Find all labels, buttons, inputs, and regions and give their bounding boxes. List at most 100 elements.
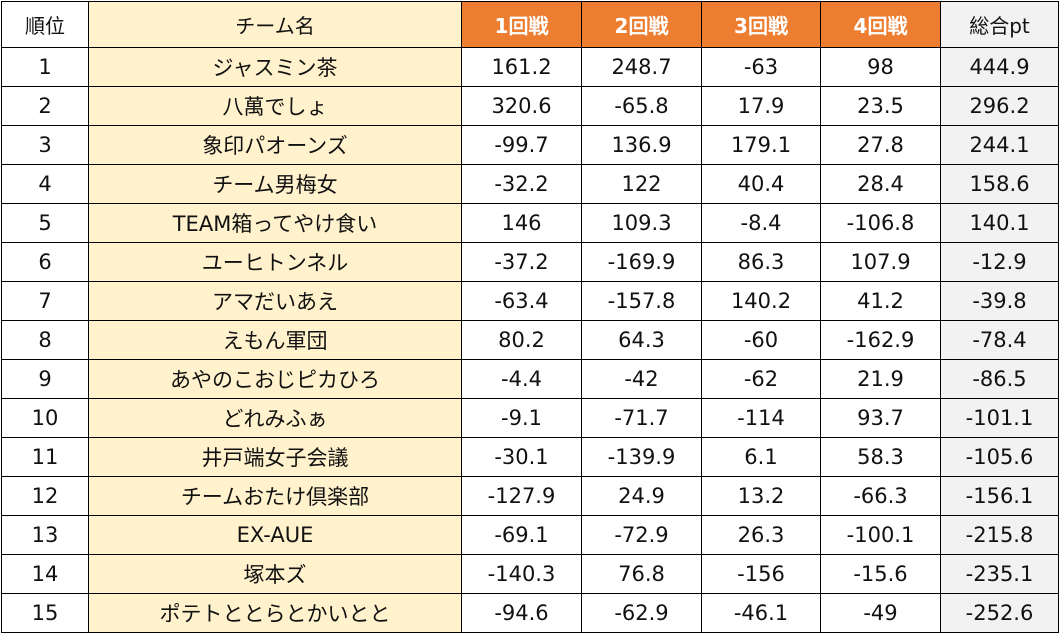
round-4-score-cell: 93.7 xyxy=(820,398,941,438)
round-3-score-cell: 140.2 xyxy=(701,281,821,321)
rank-cell: 3 xyxy=(1,125,89,165)
round-1-score-cell: -99.7 xyxy=(461,125,582,165)
team-name-cell: えもん軍団 xyxy=(88,320,462,360)
header-rank: 順位 xyxy=(1,1,89,48)
team-name-cell: 象印パオーンズ xyxy=(88,125,462,165)
team-name-cell: ジャスミン茶 xyxy=(88,47,462,87)
round-1-score-cell: -127.9 xyxy=(461,476,582,516)
rank-cell: 7 xyxy=(1,281,89,321)
team-name-cell: アマだいあえ xyxy=(88,281,462,321)
rank-cell: 12 xyxy=(1,476,89,516)
total-points-cell: -235.1 xyxy=(940,554,1059,594)
header-total-points: 総合pt xyxy=(940,1,1059,48)
header-round-2: 2回戦 xyxy=(581,1,702,48)
total-points-cell: 158.6 xyxy=(940,164,1059,204)
total-points-cell: -156.1 xyxy=(940,476,1059,516)
total-points-cell: -215.8 xyxy=(940,515,1059,555)
table-row: 8 えもん軍団 80.2 64.3 -60 -162.9 -78.4 xyxy=(1,320,1059,360)
round-2-score-cell: -62.9 xyxy=(581,593,702,633)
round-4-score-cell: 98 xyxy=(820,47,941,87)
team-name-cell: あやのこおじピカひろ xyxy=(88,359,462,399)
round-2-score-cell: 136.9 xyxy=(581,125,702,165)
round-3-score-cell: 179.1 xyxy=(701,125,821,165)
round-4-score-cell: -49 xyxy=(820,593,941,633)
round-3-score-cell: -46.1 xyxy=(701,593,821,633)
table-row: 14 塚本ズ -140.3 76.8 -156 -15.6 -235.1 xyxy=(1,554,1059,594)
round-4-score-cell: 21.9 xyxy=(820,359,941,399)
round-2-score-cell: 109.3 xyxy=(581,203,702,243)
round-4-score-cell: -162.9 xyxy=(820,320,941,360)
round-4-score-cell: 27.8 xyxy=(820,125,941,165)
rank-cell: 2 xyxy=(1,86,89,126)
round-4-score-cell: 58.3 xyxy=(820,437,941,477)
rank-cell: 14 xyxy=(1,554,89,594)
round-1-score-cell: -63.4 xyxy=(461,281,582,321)
round-3-score-cell: -156 xyxy=(701,554,821,594)
rank-cell: 13 xyxy=(1,515,89,555)
round-1-score-cell: 161.2 xyxy=(461,47,582,87)
round-2-score-cell: 122 xyxy=(581,164,702,204)
team-name-cell: ユーヒトンネル xyxy=(88,242,462,282)
round-1-score-cell: -4.4 xyxy=(461,359,582,399)
total-points-cell: 244.1 xyxy=(940,125,1059,165)
rank-cell: 8 xyxy=(1,320,89,360)
table-row: 1 ジャスミン茶 161.2 248.7 -63 98 444.9 xyxy=(1,47,1059,87)
round-4-score-cell: -100.1 xyxy=(820,515,941,555)
table-row: 10 どれみふぁ -9.1 -71.7 -114 93.7 -101.1 xyxy=(1,398,1059,438)
round-1-score-cell: -37.2 xyxy=(461,242,582,282)
round-2-score-cell: -65.8 xyxy=(581,86,702,126)
rank-cell: 5 xyxy=(1,203,89,243)
team-name-cell: チームおたけ倶楽部 xyxy=(88,476,462,516)
table-body: 1 ジャスミン茶 161.2 248.7 -63 98 444.9 2 八萬でしょ 320.6 -6… xyxy=(1,47,1059,633)
total-points-cell: -78.4 xyxy=(940,320,1059,360)
table-row: 7 アマだいあえ -63.4 -157.8 140.2 41.2 -39.8 xyxy=(1,281,1059,321)
total-points-cell: -252.6 xyxy=(940,593,1059,633)
round-1-score-cell: -94.6 xyxy=(461,593,582,633)
round-3-score-cell: 26.3 xyxy=(701,515,821,555)
round-1-score-cell: -9.1 xyxy=(461,398,582,438)
round-4-score-cell: 41.2 xyxy=(820,281,941,321)
round-1-score-cell: -30.1 xyxy=(461,437,582,477)
round-3-score-cell: -114 xyxy=(701,398,821,438)
rank-cell: 1 xyxy=(1,47,89,87)
table-row: 2 八萬でしょ 320.6 -65.8 17.9 23.5 296.2 xyxy=(1,86,1059,126)
round-1-score-cell: -69.1 xyxy=(461,515,582,555)
round-3-score-cell: 13.2 xyxy=(701,476,821,516)
team-name-cell: EX-AUE xyxy=(88,515,462,555)
round-2-score-cell: 64.3 xyxy=(581,320,702,360)
round-3-score-cell: -8.4 xyxy=(701,203,821,243)
round-2-score-cell: -169.9 xyxy=(581,242,702,282)
team-name-cell: TEAM箱ってやけ食い xyxy=(88,203,462,243)
rank-cell: 15 xyxy=(1,593,89,633)
header-team-name: チーム名 xyxy=(88,1,462,48)
total-points-cell: 140.1 xyxy=(940,203,1059,243)
round-2-score-cell: -157.8 xyxy=(581,281,702,321)
header-round-3: 3回戦 xyxy=(701,1,821,48)
rank-cell: 4 xyxy=(1,164,89,204)
round-3-score-cell: 6.1 xyxy=(701,437,821,477)
round-1-score-cell: -140.3 xyxy=(461,554,582,594)
total-points-cell: -12.9 xyxy=(940,242,1059,282)
round-4-score-cell: -66.3 xyxy=(820,476,941,516)
round-4-score-cell: -15.6 xyxy=(820,554,941,594)
table-row: 6 ユーヒトンネル -37.2 -169.9 86.3 107.9 -12.9 xyxy=(1,242,1059,282)
total-points-cell: 444.9 xyxy=(940,47,1059,87)
header-round-4: 4回戦 xyxy=(820,1,941,48)
team-name-cell: 八萬でしょ xyxy=(88,86,462,126)
table-row: 3 象印パオーンズ -99.7 136.9 179.1 27.8 244.1 xyxy=(1,125,1059,165)
team-name-cell: チーム男梅女 xyxy=(88,164,462,204)
table-row: 4 チーム男梅女 -32.2 122 40.4 28.4 158.6 xyxy=(1,164,1059,204)
table-row: 9 あやのこおじピカひろ -4.4 -42 -62 21.9 -86.5 xyxy=(1,359,1059,399)
table-row: 12 チームおたけ倶楽部 -127.9 24.9 13.2 -66.3 -156.1 xyxy=(1,476,1059,516)
round-4-score-cell: 107.9 xyxy=(820,242,941,282)
round-3-score-cell: -62 xyxy=(701,359,821,399)
table-row: 11 井戸端女子会議 -30.1 -139.9 6.1 58.3 -105.6 xyxy=(1,437,1059,477)
table-row: 15 ポテトととらとかいとと -94.6 -62.9 -46.1 -49 -252.6 xyxy=(1,593,1059,633)
total-points-cell: -86.5 xyxy=(940,359,1059,399)
round-3-score-cell: -60 xyxy=(701,320,821,360)
round-4-score-cell: 28.4 xyxy=(820,164,941,204)
round-3-score-cell: -63 xyxy=(701,47,821,87)
round-4-score-cell: -106.8 xyxy=(820,203,941,243)
table-row: 5 TEAM箱ってやけ食い 146 109.3 -8.4 -106.8 140.1 xyxy=(1,203,1059,243)
